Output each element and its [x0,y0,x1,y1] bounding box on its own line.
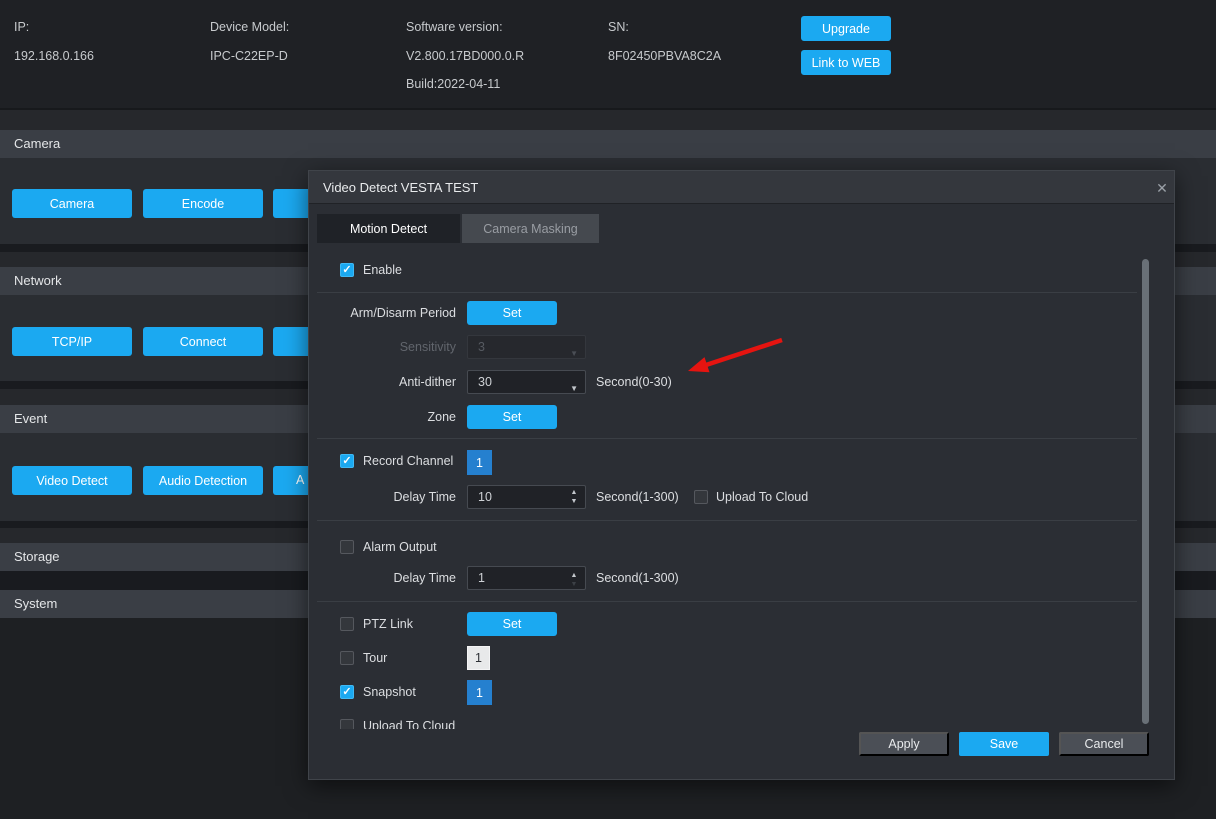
dialog-scrollbar-thumb[interactable] [1142,259,1149,724]
upload-to-cloud-record-label: Upload To Cloud [716,490,809,504]
dialog-titlebar[interactable]: Video Detect VESTA TEST ✕ [309,171,1174,204]
tab-camera-masking[interactable]: Camera Masking [462,214,599,243]
check-icon: ✓ [342,454,352,467]
section-title-event: Event [14,411,48,426]
sn-value: 8F02450PBVA8C2A [608,49,722,63]
anti-dither-dropdown[interactable]: 30 ▼ [467,370,586,394]
sensitivity-dropdown: 3 ▼ [467,335,586,359]
check-icon: ✓ [342,685,352,698]
encode-button[interactable]: Encode [143,189,263,218]
tour-label: Tour [363,651,388,665]
ptz-set-button[interactable]: Set [467,612,557,636]
anti-dither-value: 30 [478,375,492,389]
tour-checkbox[interactable]: ✓ [340,651,354,665]
cancel-button[interactable]: Cancel [1059,732,1149,756]
link-to-web-button[interactable]: Link to WEB [801,50,891,75]
record-delay-value: 10 [478,490,492,504]
device-model-label: Device Model: [210,20,290,34]
record-delay-unit: Second(1-300) [596,490,679,504]
anti-dither-label: Anti-dither [399,375,456,389]
spinner-up-icon[interactable]: ▲ [570,489,578,496]
zone-set-button[interactable]: Set [467,405,557,429]
spinner-down-icon[interactable]: ▼ [570,498,578,505]
software-build-value: Build:2022-04-11 [406,77,501,91]
software-version-label: Software version: [406,20,503,34]
section-title-storage: Storage [14,549,60,564]
spinner-arrows[interactable]: ▲ ▼ [568,571,580,589]
record-channel-label: Record Channel [363,454,454,468]
arm-disarm-label: Arm/Disarm Period [350,306,456,320]
record-channel-checkbox[interactable]: ✓ [340,454,354,468]
ptz-link-label: PTZ Link [363,617,414,631]
separator [317,292,1137,293]
close-icon[interactable]: ✕ [1156,179,1168,196]
alarm-output-checkbox[interactable]: ✓ [340,540,354,554]
arm-disarm-set-button[interactable]: Set [467,301,557,325]
tab-motion-detect[interactable]: Motion Detect [317,214,460,243]
check-icon: ✓ [342,263,352,276]
tcpip-button[interactable]: TCP/IP [12,327,132,356]
zone-label: Zone [427,410,457,424]
event-partial-button-label: A [296,473,305,487]
device-info-header: IP: 192.168.0.166 Device Model: IPC-C22E… [0,0,1216,110]
video-detect-dialog: Video Detect VESTA TEST ✕ Motion Detect … [308,170,1175,780]
spinner-arrows[interactable]: ▲ ▼ [568,488,580,506]
camera-button[interactable]: Camera [12,189,132,218]
ip-label: IP: [14,20,30,34]
sn-label: SN: [608,20,629,34]
spinner-down-icon[interactable]: ▼ [570,581,578,588]
upgrade-button[interactable]: Upgrade [801,16,891,41]
anti-dither-unit: Second(0-30) [596,375,672,389]
chevron-down-icon: ▼ [570,349,578,358]
snapshot-1-badge[interactable]: 1 [467,680,492,705]
dialog-title: Video Detect VESTA TEST [323,180,479,195]
record-delay-label: Delay Time [393,490,456,504]
section-title-network: Network [14,273,62,288]
upload-to-cloud2-checkbox[interactable]: ✓ [340,719,354,729]
section-title-system: System [14,596,58,611]
connect-button[interactable]: Connect [143,327,263,356]
dialog-scroll-content: ✓ Enable Arm/Disarm Period Set Sensitivi… [309,243,1176,729]
alarm-delay-spinner[interactable]: 1 ▲ ▼ [467,566,586,590]
tour-1-badge[interactable]: 1 [467,646,490,670]
upload-to-cloud2-label: Upload To Cloud [363,719,456,729]
ptz-link-checkbox[interactable]: ✓ [340,617,354,631]
software-version-value: V2.800.17BD000.0.R [406,49,525,63]
chevron-down-icon: ▼ [570,384,578,393]
snapshot-label: Snapshot [363,685,416,699]
record-channel-1-badge[interactable]: 1 [467,450,492,475]
apply-button[interactable]: Apply [859,732,949,756]
alarm-delay-value: 1 [478,571,485,585]
ip-value: 192.168.0.166 [14,49,94,63]
audio-detection-button[interactable]: Audio Detection [143,466,263,495]
alarm-delay-label: Delay Time [393,571,456,585]
separator [317,438,1137,439]
snapshot-checkbox[interactable]: ✓ [340,685,354,699]
separator [317,601,1137,602]
sensitivity-label: Sensitivity [399,340,456,354]
separator [317,520,1137,521]
video-detect-button[interactable]: Video Detect [12,466,132,495]
enable-checkbox[interactable]: ✓ [340,263,354,277]
save-button[interactable]: Save [959,732,1049,756]
alarm-output-label: Alarm Output [363,540,437,554]
section-title-camera: Camera [14,136,61,151]
alarm-delay-unit: Second(1-300) [596,571,679,585]
spinner-up-icon[interactable]: ▲ [570,572,578,579]
sensitivity-value: 3 [478,340,485,354]
upload-to-cloud-record-checkbox[interactable]: ✓ [694,490,708,504]
section-header-camera: Camera [0,130,1216,158]
device-model-value: IPC-C22EP-D [210,49,288,63]
record-delay-spinner[interactable]: 10 ▲ ▼ [467,485,586,509]
enable-label: Enable [363,263,402,277]
